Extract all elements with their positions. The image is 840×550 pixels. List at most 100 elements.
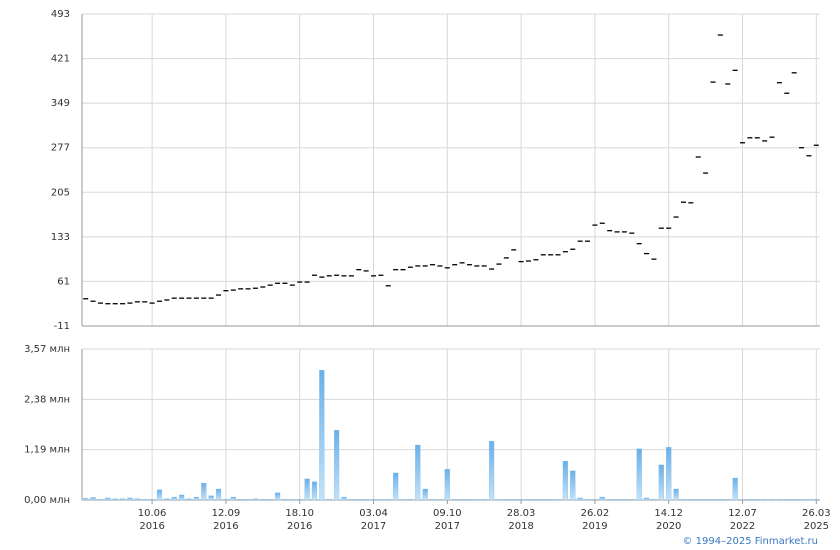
volume-bar bbox=[223, 499, 229, 501]
volume-bar bbox=[437, 499, 443, 501]
volume-bar bbox=[791, 499, 797, 501]
volume-bar bbox=[385, 499, 391, 501]
volume-bar bbox=[725, 499, 731, 501]
volume-bar bbox=[784, 499, 790, 501]
y-tick-label: 277 bbox=[51, 143, 70, 154]
volume-bar bbox=[540, 499, 546, 501]
volume-bar bbox=[577, 497, 583, 501]
volume-bar bbox=[164, 498, 170, 501]
y-tick-label: 1,19 млн bbox=[24, 445, 70, 456]
volume-bar bbox=[363, 499, 369, 501]
volume-bar bbox=[407, 499, 413, 501]
volume-bar bbox=[747, 499, 753, 501]
volume-bar bbox=[341, 496, 347, 501]
volume-bar bbox=[695, 499, 701, 501]
volume-bar bbox=[156, 489, 163, 501]
y-tick-label: 2,38 млн bbox=[24, 394, 70, 405]
volume-bar bbox=[142, 499, 148, 501]
volume-bar bbox=[186, 498, 192, 501]
x-tick-label-line: 18.10 bbox=[285, 508, 314, 519]
x-tick-label: 26.02 2019 bbox=[581, 508, 610, 532]
x-tick-label-line: 12.09 bbox=[212, 508, 241, 519]
x-tick-label-line: 2019 bbox=[582, 521, 607, 532]
x-tick-label-line: 09.10 bbox=[433, 508, 462, 519]
footer[interactable]: © 1994–2025 Finmarket.ru bbox=[682, 536, 818, 547]
volume-bar bbox=[334, 430, 340, 501]
x-tick-label: 26.03 2025 bbox=[802, 508, 831, 532]
y-tick-label: 205 bbox=[51, 187, 70, 198]
x-tick-label: 12.09 2016 bbox=[212, 508, 241, 532]
x-tick-label-line: 2018 bbox=[508, 521, 533, 532]
volume-bar bbox=[643, 497, 650, 501]
volume-bar bbox=[452, 499, 458, 501]
volume-bar bbox=[356, 499, 362, 501]
y-tick-label: -11 bbox=[54, 321, 70, 332]
volume-bar bbox=[754, 499, 760, 501]
volume-bar bbox=[584, 499, 591, 501]
x-tick-label: 18.10 2016 bbox=[285, 508, 314, 532]
volume-bar bbox=[297, 499, 303, 501]
volume-bar bbox=[459, 499, 465, 501]
volume-bar bbox=[806, 499, 812, 501]
y-tick-label: 0,00 млн bbox=[24, 495, 70, 506]
volume-bar bbox=[599, 496, 605, 501]
x-tick-label-line: 14.12 bbox=[654, 508, 683, 519]
volume-bar bbox=[274, 492, 281, 501]
x-tick-label-line: 2020 bbox=[656, 521, 681, 532]
y-tick-label: 421 bbox=[51, 54, 70, 65]
volume-bar bbox=[762, 499, 768, 501]
x-tick-label-line: 2017 bbox=[435, 521, 460, 532]
volume-bar bbox=[422, 488, 428, 501]
volume-bar bbox=[97, 499, 104, 501]
volume-bar bbox=[518, 499, 524, 501]
volume-bar bbox=[621, 499, 628, 501]
volume-bar bbox=[503, 499, 509, 501]
x-tick-label-line: 2016 bbox=[287, 521, 312, 532]
volume-bar bbox=[127, 497, 133, 501]
y-tick-label: 493 bbox=[51, 9, 70, 20]
volume-bar bbox=[636, 448, 642, 501]
volume-bar bbox=[489, 441, 495, 501]
volume-bar bbox=[466, 499, 473, 501]
volume-bar bbox=[548, 499, 554, 501]
volume-bar bbox=[311, 481, 318, 501]
volume-bar bbox=[732, 477, 738, 501]
volume-bar bbox=[813, 499, 819, 501]
volume-bar bbox=[201, 482, 207, 501]
volume-bar bbox=[769, 499, 775, 501]
volume-bar bbox=[555, 499, 561, 501]
volume-bar bbox=[607, 499, 613, 501]
x-tick-label-line: 2025 bbox=[804, 521, 829, 532]
volume-bar bbox=[688, 499, 694, 501]
volume-bar bbox=[245, 499, 251, 501]
volume-bar bbox=[134, 498, 140, 501]
volume-bar bbox=[378, 499, 384, 501]
volume-bar bbox=[289, 499, 295, 501]
volume-bar bbox=[658, 464, 664, 501]
volume-bar bbox=[703, 499, 709, 501]
volume-bar bbox=[474, 499, 480, 501]
x-tick-label-line: 12.07 bbox=[728, 508, 757, 519]
volume-bar bbox=[179, 494, 185, 501]
volume-bar bbox=[319, 369, 325, 501]
volume-bar bbox=[680, 499, 687, 501]
y-tick-label: 349 bbox=[51, 98, 70, 109]
x-tick-label-line: 10.06 bbox=[138, 508, 167, 519]
volume-bar bbox=[673, 488, 679, 501]
volume-bar bbox=[326, 499, 332, 501]
volume-bar bbox=[215, 488, 222, 501]
volume-bar bbox=[208, 495, 214, 501]
x-tick-label-line: 26.03 bbox=[802, 508, 831, 519]
volume-bar bbox=[238, 499, 244, 501]
volume-bar bbox=[525, 499, 532, 501]
x-tick-label-line: 2022 bbox=[730, 521, 755, 532]
y-tick-label: 61 bbox=[57, 276, 70, 287]
volume-bar bbox=[348, 499, 354, 501]
volume-bar bbox=[710, 499, 716, 501]
volume-bar bbox=[230, 496, 236, 501]
volume-bar bbox=[666, 446, 672, 501]
volume-bar bbox=[481, 499, 487, 501]
x-tick-label: 03.04 2017 bbox=[359, 508, 388, 532]
x-tick-label: 09.10 2017 bbox=[433, 508, 462, 532]
